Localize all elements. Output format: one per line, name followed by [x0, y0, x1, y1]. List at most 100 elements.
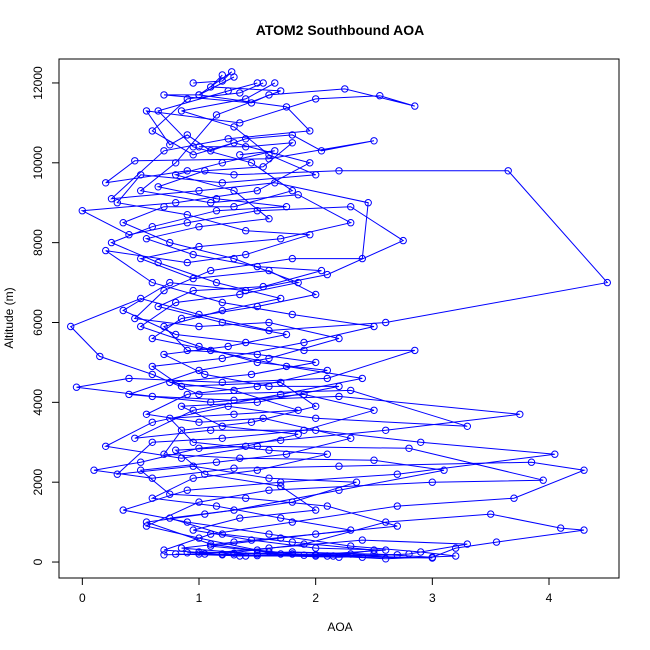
data-point	[230, 187, 238, 195]
data-point	[102, 442, 110, 450]
data-point	[253, 187, 261, 195]
data-point	[230, 123, 238, 131]
data-point	[347, 550, 355, 558]
data-point	[364, 199, 372, 207]
data-point	[370, 456, 378, 464]
data-point	[230, 549, 238, 557]
data-point	[218, 179, 227, 187]
data-point	[317, 266, 326, 275]
data-point	[312, 506, 320, 514]
data-point	[288, 187, 296, 195]
data-point	[230, 538, 238, 546]
data-point	[341, 85, 349, 93]
data-point	[265, 91, 273, 99]
data-point	[137, 458, 145, 466]
data-point	[224, 135, 232, 143]
data-point	[253, 350, 261, 359]
data-point	[242, 95, 250, 103]
data-point	[189, 79, 197, 87]
data-point	[142, 518, 151, 526]
data-point	[323, 270, 331, 279]
x-axis-label: AOA	[327, 620, 352, 634]
y-tick-label: 6000	[31, 309, 45, 336]
data-point	[189, 274, 197, 283]
data-point	[166, 414, 174, 422]
data-point	[323, 366, 331, 375]
data-point	[183, 390, 192, 399]
data-point	[160, 147, 168, 155]
data-point	[323, 552, 331, 560]
data-point	[428, 478, 436, 486]
data-point	[417, 438, 425, 446]
data-point	[160, 450, 168, 458]
data-point	[177, 382, 186, 391]
data-point	[242, 442, 250, 450]
data-point	[236, 89, 244, 97]
data-point	[265, 354, 273, 363]
data-point	[195, 418, 203, 426]
x-tick-label: 0	[79, 591, 86, 605]
data-point	[312, 402, 320, 410]
data-point	[224, 87, 232, 95]
data-point	[160, 203, 168, 211]
data-point	[142, 107, 151, 115]
data-point	[218, 318, 227, 327]
data-point	[242, 227, 250, 235]
data-point	[131, 434, 139, 442]
data-point	[172, 159, 180, 167]
data-point	[358, 374, 366, 383]
data-point	[107, 195, 116, 203]
data-point	[393, 502, 401, 510]
data-point	[148, 370, 157, 379]
data-point	[259, 163, 267, 171]
data-point	[277, 550, 285, 558]
data-point	[335, 167, 343, 175]
data-point	[160, 91, 168, 99]
data-point	[201, 370, 209, 379]
data-point	[323, 502, 331, 510]
data-point	[300, 346, 308, 355]
data-point	[195, 390, 203, 399]
data-point	[218, 306, 227, 315]
data-point	[236, 552, 244, 560]
data-point	[393, 470, 401, 478]
data-point	[393, 522, 401, 530]
data-point	[557, 524, 565, 532]
data-point	[265, 474, 273, 482]
series-line	[76, 82, 586, 558]
data-point	[90, 466, 98, 474]
data-point	[253, 358, 261, 367]
data-point	[148, 438, 157, 446]
data-point	[253, 207, 261, 215]
data-point	[102, 246, 110, 255]
data-point	[405, 444, 413, 452]
data-point	[282, 330, 291, 339]
series-line	[144, 150, 386, 557]
y-tick-label: 4000	[31, 389, 45, 416]
data-point	[218, 354, 227, 363]
data-point	[323, 374, 331, 383]
data-point	[195, 91, 203, 99]
data-point	[195, 187, 203, 195]
data-point	[189, 143, 197, 151]
data-point	[603, 278, 611, 287]
data-point	[411, 346, 419, 355]
data-point	[172, 298, 180, 307]
data-point	[119, 306, 127, 315]
data-point	[177, 402, 186, 410]
data-point	[382, 555, 390, 563]
data-point	[370, 406, 378, 414]
data-point	[242, 494, 250, 502]
data-point	[218, 378, 227, 387]
data-point	[463, 540, 471, 548]
data-point	[183, 549, 192, 557]
data-point	[160, 286, 168, 295]
data-point	[300, 540, 308, 548]
data-point	[247, 159, 256, 167]
y-axis: 0 2000 4000 6000 8000 10000 12000	[31, 66, 60, 565]
data-point	[265, 215, 273, 223]
data-point	[195, 498, 203, 506]
data-point	[288, 139, 296, 147]
data-point	[323, 450, 331, 458]
data-point	[166, 238, 174, 247]
